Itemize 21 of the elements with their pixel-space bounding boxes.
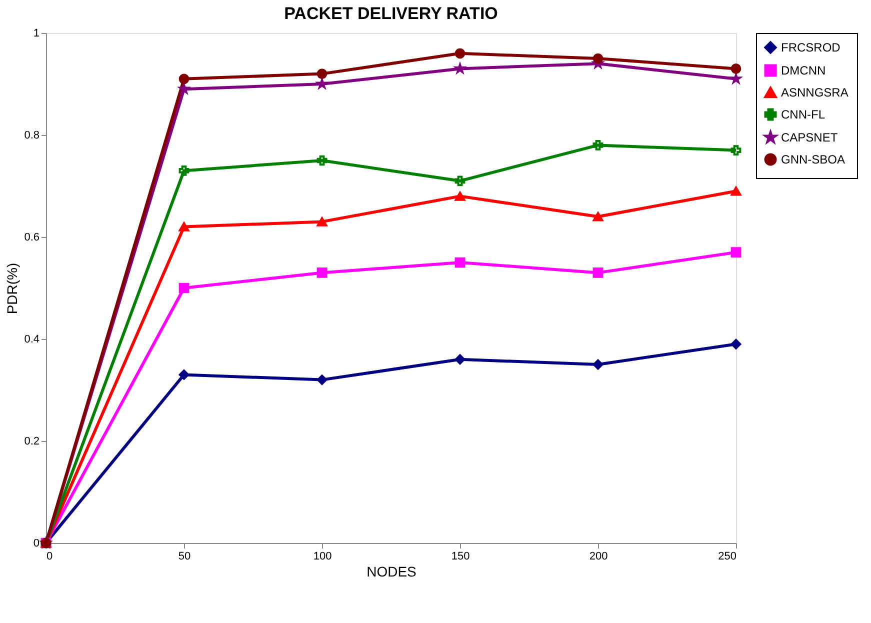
- legend-label: CNN-FL: [781, 108, 826, 122]
- y-tick-label: 0.4: [24, 334, 40, 346]
- chart-title: PACKET DELIVERY RATIO: [284, 4, 498, 23]
- y-tick-label: 0: [33, 538, 40, 550]
- y-tick-label: 0.2: [24, 436, 40, 448]
- legend-label: ASNNGSRA: [781, 86, 848, 100]
- x-axis-title: NODES: [366, 564, 416, 580]
- y-tick-label: 1: [33, 28, 40, 40]
- x-tick-label: 100: [313, 550, 332, 562]
- legend-label: FRCSROD: [781, 40, 841, 54]
- x-tick-label: 0: [46, 550, 53, 562]
- y-tick-label: 0.8: [24, 130, 40, 142]
- x-tick-label: 50: [178, 550, 191, 562]
- x-tick-label: 250: [718, 550, 736, 562]
- x-tick-label: 150: [451, 550, 470, 562]
- legend-label: DMCNN: [781, 64, 826, 78]
- x-tick-label: 200: [589, 550, 608, 562]
- legend-label: CAPSNET: [781, 130, 838, 144]
- legend-label: GNN-SBOA: [781, 152, 846, 166]
- y-axis-title: PDR(%): [4, 262, 20, 314]
- y-tick-label: 0.6: [24, 232, 40, 244]
